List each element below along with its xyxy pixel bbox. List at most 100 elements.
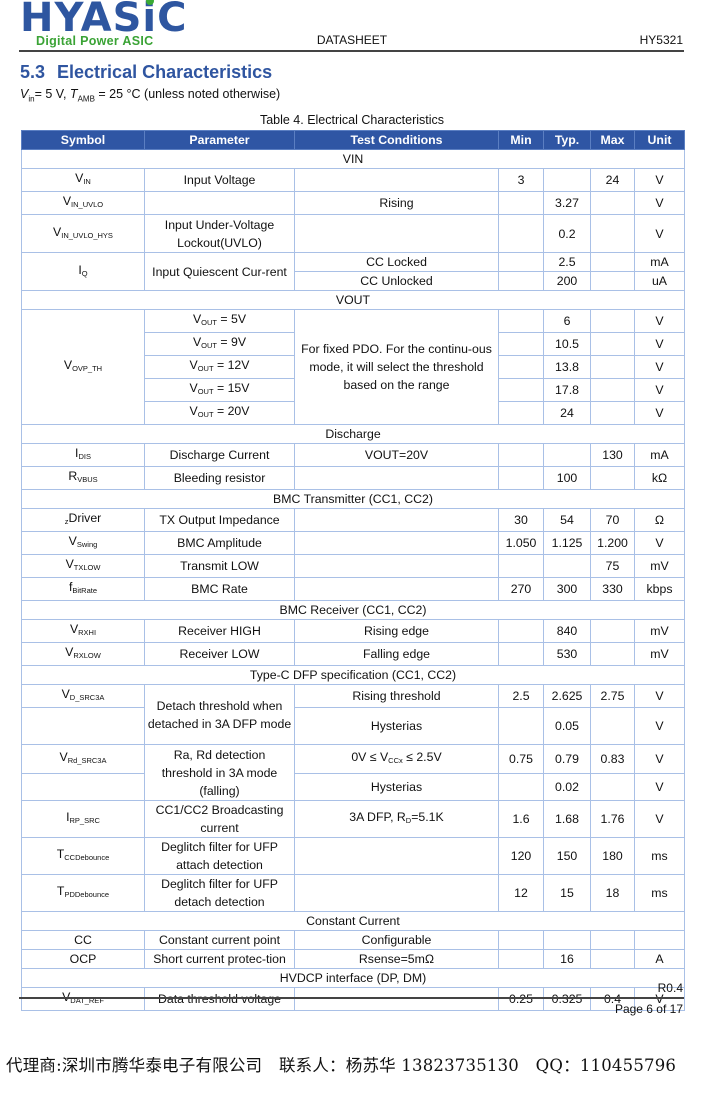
cell-parameter: VOUT = 9V [144, 332, 295, 356]
cell-symbol: fBitRate [21, 577, 145, 601]
table-row: VIN_UVLO_HYS Input Under-Voltage Lockout(… [21, 214, 685, 253]
table-row: fBitRate BMC Rate 270 300 330 kbps [21, 577, 685, 601]
cell-min: 1.6 [498, 800, 544, 838]
cell-min [498, 355, 544, 379]
cell-symbol: CC [21, 930, 145, 950]
cell-typ: 1.125 [543, 531, 591, 555]
section-heading: BMC Transmitter (CC1, CC2) [21, 489, 685, 509]
cell-max [590, 191, 635, 215]
cell-typ: 150 [543, 837, 591, 875]
cell-unit: mA [634, 443, 685, 467]
cell-max [590, 214, 635, 253]
cell-parameter: Input Voltage [144, 168, 295, 192]
cell-conditions: Hysterias [294, 773, 499, 801]
cell-typ: 530 [543, 642, 591, 666]
table-row: VRXHI Receiver HIGH Rising edge 840 mV [21, 619, 685, 643]
cell-symbol: VD_SRC3A [21, 684, 145, 708]
cell-conditions: Falling edge [294, 642, 499, 666]
table-caption: Table 4. Electrical Characteristics [259, 113, 445, 127]
cell-typ [543, 168, 591, 192]
cell-max: 24 [590, 168, 635, 192]
cell-symbol: VDAT_REF [21, 987, 145, 1011]
cell-symbol: zDriver [21, 508, 145, 532]
cell-min [498, 554, 544, 578]
table-row: IQ Input Quiescent Cur-rent CC Locked 2.5 mA [21, 252, 685, 291]
section-row: Discharge [21, 424, 685, 444]
cell-conditions: Configurable [294, 930, 499, 950]
cell-symbol: VTXLOW [21, 554, 145, 578]
cell-max [590, 252, 635, 272]
header-divider [19, 50, 684, 52]
table-row: VD_SRC3A Detach threshold when detached i… [21, 684, 685, 745]
cell-typ: 24 [543, 401, 591, 425]
section-heading: HVDCP interface (DP, DM) [21, 968, 685, 988]
cell-min: 270 [498, 577, 544, 601]
cell-typ: 0.79 [543, 744, 591, 774]
cell-typ: 100 [543, 466, 591, 490]
cell-unit: V [634, 707, 685, 745]
cell-max [590, 707, 635, 745]
vin-subscript: in [28, 94, 35, 104]
cell-parameter: Detach threshold when detached in 3A DFP… [144, 684, 295, 745]
cell-min [498, 252, 544, 272]
cell-unit: kbps [634, 577, 685, 601]
cell-typ: 3.27 [543, 191, 591, 215]
cell-conditions: Rising threshold [294, 684, 499, 708]
cell-unit: A [634, 949, 685, 969]
cell-symbol: TPDDebounce [21, 874, 145, 912]
cell-max [590, 466, 635, 490]
cell-typ: 2.625 [543, 684, 591, 708]
table-row: CC Constant current point Configurable [21, 930, 685, 950]
cell-conditions [294, 554, 499, 578]
table-row: VOUT = 15V 17.8 V [22, 378, 685, 402]
column-header-test-conditions: Test Conditions [294, 130, 499, 150]
cell-parameter [144, 191, 295, 215]
column-header-min: Min [498, 130, 544, 150]
cell-parameter: BMC Rate [144, 577, 295, 601]
cell-min: 0.25 [498, 987, 544, 1011]
cell-unit: V [634, 332, 685, 356]
cell-max: 0.83 [590, 744, 635, 774]
cell-unit: mV [634, 554, 685, 578]
cell-typ: 200 [543, 271, 591, 291]
section-title-text: Electrical Characteristics [57, 62, 273, 82]
cell-typ: 1.68 [543, 800, 591, 838]
cell-max: 330 [590, 577, 635, 601]
table-row: VRXLOW Receiver LOW Falling edge 530 mV [21, 642, 685, 666]
table-row: IDIS Discharge Current VOUT=20V 130 mA [21, 443, 685, 467]
cell-typ: 0.02 [543, 773, 591, 801]
document-type: DATASHEET [316, 33, 388, 47]
cell-conditions: Rising edge [294, 619, 499, 643]
cell-min: 12 [498, 874, 544, 912]
cell-conditions [294, 577, 499, 601]
section-row: Type-C DFP specification (CC1, CC2) [21, 665, 685, 685]
cell-symbol: IRP_SRC [21, 800, 145, 838]
table-row: zDriver TX Output Impedance 30 54 70 Ω [21, 508, 685, 532]
column-header-max: Max [590, 130, 635, 150]
part-number: HY5321 [639, 33, 683, 47]
cell-typ: 6 [543, 309, 591, 333]
table-row: VSwing BMC Amplitude 1.050 1.125 1.200 V [21, 531, 685, 555]
cell-symbol: VIN [21, 168, 145, 192]
cell-unit: kΩ [634, 466, 685, 490]
cell-typ: 10.5 [543, 332, 591, 356]
cell-unit: V [634, 191, 685, 215]
section-row: VIN [21, 149, 685, 169]
cell-max: 70 [590, 508, 635, 532]
cell-conditions: CC Locked [294, 252, 499, 272]
cell-unit: mV [634, 619, 685, 643]
table-row: VIN Input Voltage 3 24 V [21, 168, 685, 192]
cell-conditions: 3A DFP, RD=5.1K [294, 800, 499, 838]
table-row: VOUT = 20V 24 V [22, 401, 685, 425]
cell-min: 30 [498, 508, 544, 532]
table-row: Hysterias 0.02 V [21, 773, 685, 801]
section-heading: Discharge [21, 424, 685, 444]
cell-symbol: VSwing [21, 531, 145, 555]
cell-max: 1.200 [590, 531, 635, 555]
section-row: HVDCP interface (DP, DM) [21, 968, 685, 988]
table-row: VOVP_TH VOUT = 5V For fixed PDO. For the c… [21, 309, 685, 425]
cell-typ [543, 930, 591, 950]
cell-parameter: CC1/CC2 Broadcasting current [144, 800, 295, 838]
distributor-contact: 代理商:深圳市腾华泰电子有限公司 联系人：杨苏华 13823735130 QQ：… [6, 1056, 677, 1075]
cell-parameter: VOUT = 20V [144, 401, 295, 425]
